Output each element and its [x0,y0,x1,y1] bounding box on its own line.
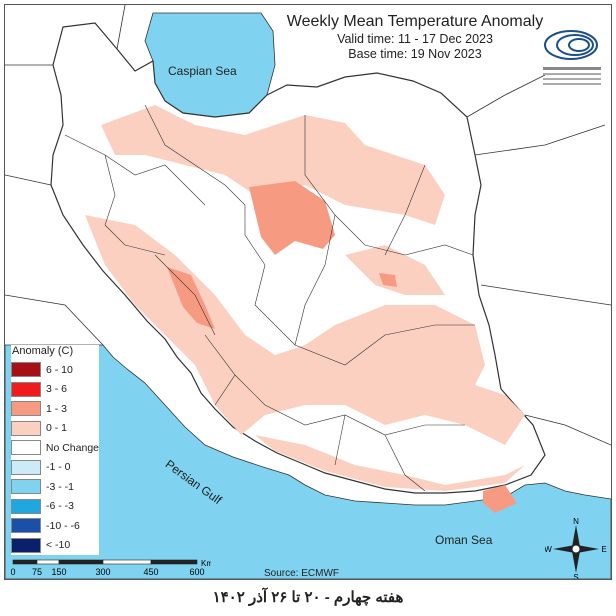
legend-swatch [11,518,41,534]
legend-item: -3 - -1 [11,477,99,497]
anomaly-1-3-region [167,181,517,513]
legend-item: -6 - -3 [11,497,99,517]
title-block: Weekly Mean Temperature Anomaly Valid ti… [265,13,565,61]
legend-swatch [11,498,41,514]
scale-tick-label: 75 [32,567,42,577]
source-label: Source: ECMWF [264,568,340,579]
legend: Anomaly (C) 6 - 10 3 - 6 1 - 3 0 - 1 No Chan… [11,345,99,555]
valid-time: Valid time: 11 - 17 Dec 2023 [337,32,493,46]
legend-label: -10 - -6 [46,519,80,532]
scale-segment [58,559,104,565]
scale-bar: 0 75 150 300 450 600Km [11,559,211,577]
legend-item: -1 - 0 [11,458,99,478]
legend-item: 1 - 3 [11,399,99,419]
scale-tick-label: 450 [143,567,158,577]
legend-item: < -10 [11,536,99,556]
scale-tick-label: 0 [11,567,16,577]
legend-item: No Change [11,438,99,458]
legend-label: -3 - -1 [46,480,75,493]
scale-segment [12,559,38,565]
persian-gulf [5,344,611,579]
base-time: Base time: 19 Nov 2023 [348,47,482,61]
legend-label: 1 - 3 [46,402,68,415]
map-title: Weekly Mean Temperature Anomaly [286,13,544,30]
temperature-anomaly-map [5,5,611,579]
scale-segment [102,559,152,565]
legend-label: No Change [45,441,99,454]
neighbor-boundaries [5,5,611,446]
compass-e: E [601,545,606,554]
scale-tick-label: 150 [51,567,66,577]
legend-label: 0 - 1 [46,422,68,435]
caspian-sea-label: Caspian Sea [168,64,237,78]
compass-s: S [573,573,578,580]
legend-item: -10 - -6 [11,516,99,536]
legend-swatch [11,420,41,436]
legend-label: -6 - -3 [46,500,75,513]
scale-tick-label: 300 [95,567,110,577]
legend-item: 0 - 1 [11,419,99,439]
compass-n: N [573,517,579,526]
legend-swatch [11,362,41,378]
scale-unit: Km [201,559,211,568]
legend-swatch [11,537,41,553]
scale-tick-label: 600 [189,567,204,577]
map-frame: Weekly Mean Temperature Anomaly Valid ti… [4,4,612,580]
compass-w: W [545,545,552,554]
legend-swatch [11,401,41,417]
legend-label: -1 - 0 [46,461,71,474]
legend-swatch [11,440,41,456]
institute-logo [543,30,601,85]
legend-item: 3 - 6 [11,380,99,400]
legend-label: < -10 [46,539,71,552]
legend-swatch [11,381,41,397]
legend-swatch [11,479,41,495]
scale-segment [150,559,198,565]
footer-caption: هفته چهارم - ۲۰ تا ۲۶ آذر ۱۴۰۲ [212,589,404,606]
oman-sea-label: Oman Sea [435,533,493,547]
scale-segment [36,559,60,565]
province-boundaries [64,104,475,492]
legend-label: 3 - 6 [46,383,68,396]
legend-title: Anomaly (C) [12,345,74,357]
legend-label: 6 - 10 [46,363,73,376]
legend-item: 6 - 10 [11,360,99,380]
legend-swatch [11,459,41,475]
legend-rows: 6 - 10 3 - 6 1 - 3 0 - 1 No Change -1 - 0 -3 -… [11,360,99,555]
anomaly-0-1-region [85,105,525,491]
compass-rose-icon: N S W E [545,517,607,580]
